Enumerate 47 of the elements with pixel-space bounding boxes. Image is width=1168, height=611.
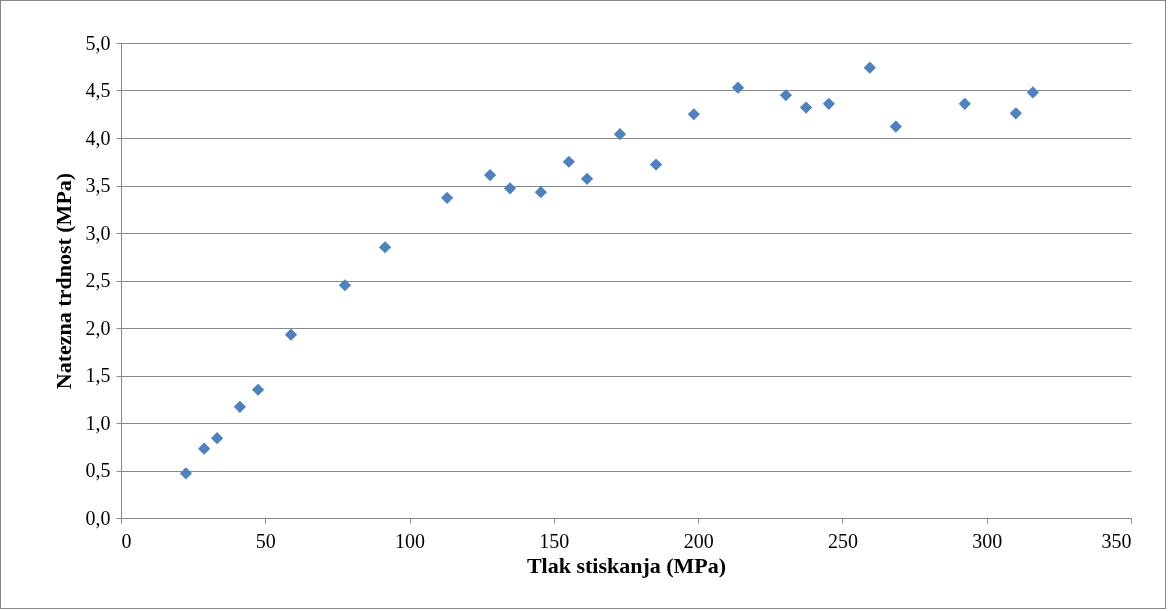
x-tick-label: 250 bbox=[827, 529, 858, 552]
point bbox=[799, 101, 813, 114]
x-axis-title: Tlak stiskanja (MPa) bbox=[526, 552, 727, 578]
point bbox=[284, 328, 298, 341]
y-tick-label: 4,5 bbox=[85, 79, 111, 101]
point bbox=[863, 61, 876, 74]
y-tick-label: 5,0 bbox=[85, 31, 111, 54]
y-axis-title: Natezna trdnost (MPa) bbox=[50, 172, 76, 390]
x-tick-label: 50 bbox=[255, 529, 276, 552]
y-tick-label: 3,0 bbox=[85, 221, 111, 244]
point bbox=[210, 432, 224, 445]
x-tick-label: 300 bbox=[972, 529, 1003, 552]
point bbox=[378, 241, 392, 254]
y-tick-label: 1,0 bbox=[85, 411, 111, 434]
point bbox=[779, 89, 792, 102]
point bbox=[1009, 107, 1022, 120]
point bbox=[503, 182, 517, 195]
x-tick-label: 350 bbox=[1101, 529, 1132, 552]
point bbox=[440, 191, 454, 204]
point bbox=[562, 155, 575, 168]
point bbox=[1026, 86, 1040, 99]
x-tick-label: 200 bbox=[683, 529, 714, 552]
point bbox=[613, 128, 627, 141]
point bbox=[958, 97, 971, 110]
x-tick-label: 100 bbox=[395, 529, 426, 552]
point bbox=[483, 168, 497, 182]
point bbox=[731, 81, 745, 94]
point bbox=[649, 158, 663, 171]
point bbox=[197, 442, 211, 455]
point bbox=[251, 383, 265, 396]
y-tick-label: 4,0 bbox=[85, 126, 111, 149]
x-tick-label: 150 bbox=[539, 529, 570, 552]
y-tick-label: 3,5 bbox=[85, 174, 111, 196]
point bbox=[580, 172, 594, 185]
point bbox=[889, 120, 902, 133]
point bbox=[179, 467, 193, 480]
y-tick-label: 1,5 bbox=[85, 364, 111, 386]
point bbox=[687, 108, 700, 121]
point bbox=[822, 97, 835, 110]
y-tick-label: 2,0 bbox=[85, 316, 111, 339]
x-tick-label: 0 bbox=[121, 529, 132, 552]
y-tick-label: 2,5 bbox=[85, 269, 111, 291]
point bbox=[338, 279, 352, 292]
y-tick-label: 0,5 bbox=[85, 459, 111, 481]
point bbox=[534, 186, 547, 199]
y-tick-label: 0,0 bbox=[85, 506, 111, 529]
point bbox=[233, 400, 247, 413]
